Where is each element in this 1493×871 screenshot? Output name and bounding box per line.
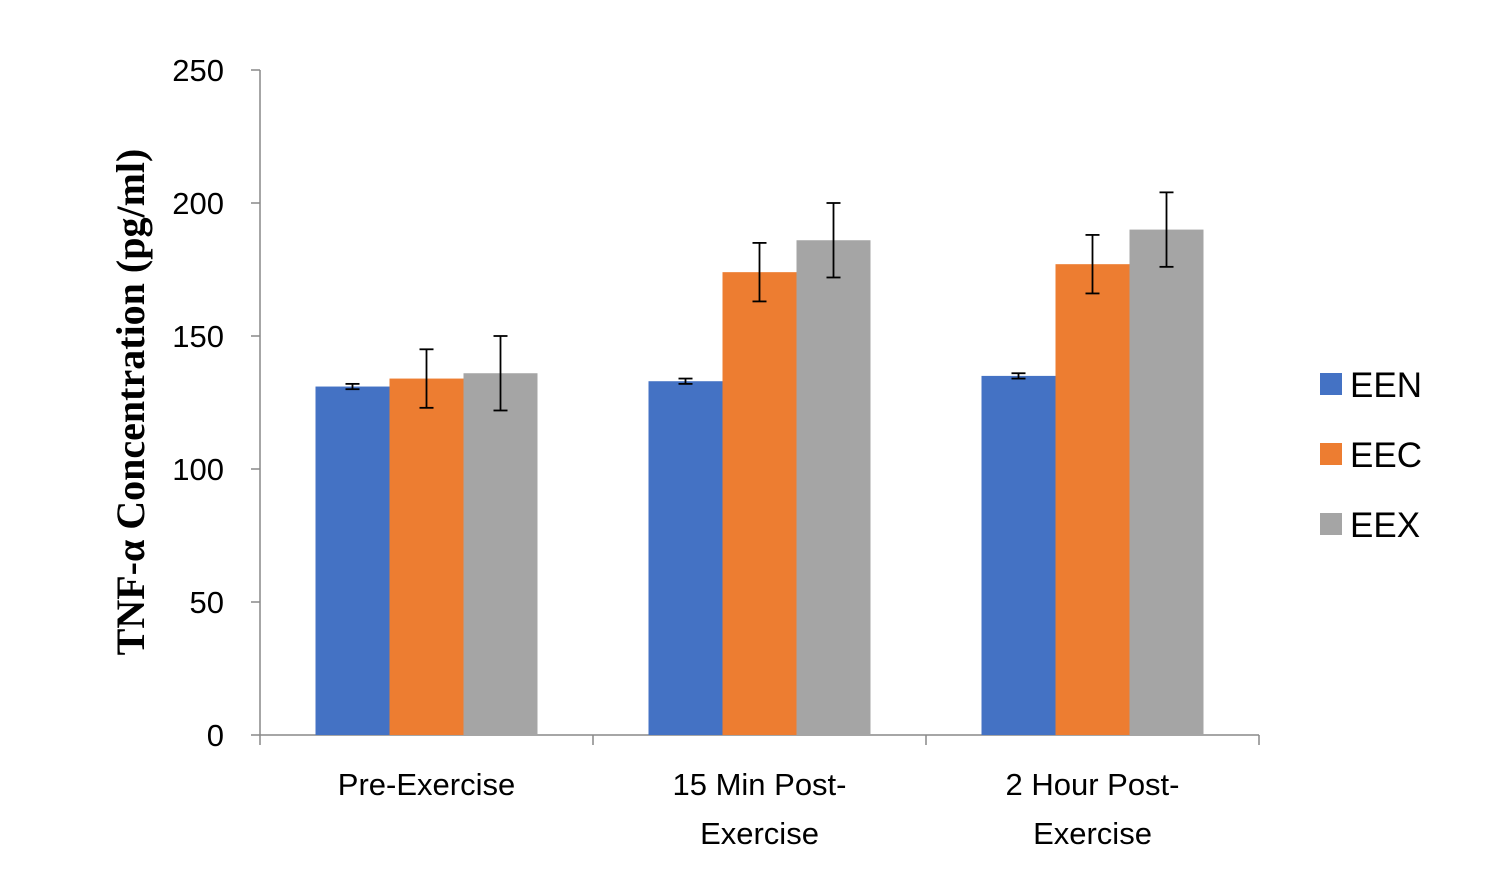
error-bar-eex (493, 335, 508, 412)
x-category-label: Exercise (1033, 816, 1152, 851)
y-tick-label: 0 (207, 718, 224, 753)
bar-een (981, 375, 1056, 735)
bars (315, 229, 1204, 736)
bar-een (648, 381, 723, 735)
legend: EEN EEC EEX (1320, 366, 1422, 545)
y-tick-label: 100 (172, 452, 224, 487)
error-bar-een (678, 377, 693, 385)
error-bar-eec (1085, 234, 1100, 295)
error-bar-een (345, 382, 360, 391)
bar-een (315, 386, 390, 735)
error-bar-eex (826, 202, 841, 279)
y-tick-label: 50 (190, 585, 224, 620)
x-category-label: 15 Min Post- (672, 767, 846, 802)
error-bar-eex (1159, 191, 1174, 268)
bar-eec (1055, 264, 1130, 735)
y-axis-title: TNF-α Concentration (pg/ml) (108, 149, 153, 656)
legend-swatch-een (1320, 373, 1342, 395)
legend-swatch-eex (1320, 513, 1342, 535)
tick-labels: 0 50 100 150 200 250 Pre-Exercise 15 Min Post- E… (172, 53, 1179, 851)
legend-label-een: EEN (1350, 366, 1422, 405)
bar-eex (796, 240, 871, 736)
y-tick-label: 200 (172, 186, 224, 221)
bar-eec (389, 378, 464, 735)
x-category-label: Pre-Exercise (338, 767, 515, 802)
legend-label-eex: EEX (1350, 506, 1420, 545)
error-bars (345, 191, 1174, 412)
error-bar-een (1011, 372, 1026, 380)
y-tick-label: 150 (172, 319, 224, 354)
x-category-label: Exercise (700, 816, 819, 851)
bar-eex (463, 373, 538, 735)
error-bar-eec (419, 348, 434, 409)
y-tick-label: 250 (172, 53, 224, 88)
legend-swatch-eec (1320, 443, 1342, 465)
x-category-label: 2 Hour Post- (1005, 767, 1179, 802)
legend-label-eec: EEC (1350, 436, 1422, 475)
bar-eex (1129, 229, 1204, 735)
bar-eec (722, 272, 797, 735)
error-bar-eec (752, 241, 767, 303)
